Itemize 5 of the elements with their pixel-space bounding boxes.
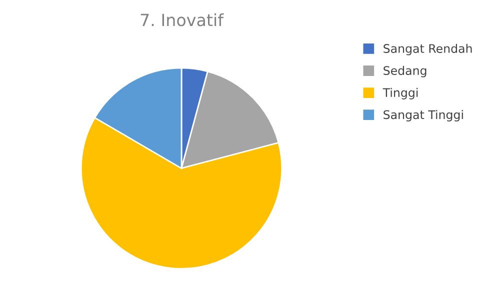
- chart-title: 7. Inovatif: [140, 13, 224, 26]
- legend-label: Sangat Rendah: [384, 44, 472, 56]
- legend-label: Sedang: [384, 66, 426, 78]
- legend-label: Sangat Tinggi: [384, 110, 463, 122]
- legend-label: Tinggi: [382, 88, 418, 100]
